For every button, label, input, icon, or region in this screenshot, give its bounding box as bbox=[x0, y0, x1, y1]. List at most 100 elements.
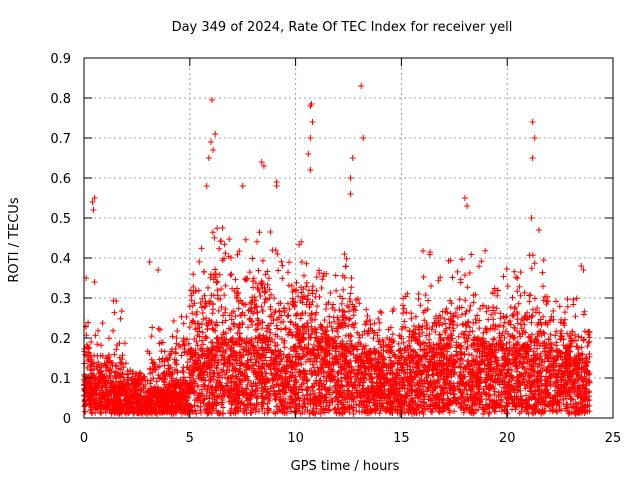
data-point bbox=[182, 379, 189, 385]
data-point bbox=[204, 326, 211, 333]
data-point bbox=[110, 297, 117, 304]
data-point bbox=[222, 282, 229, 289]
data-point bbox=[259, 307, 266, 314]
data-point bbox=[180, 335, 187, 342]
data-point bbox=[96, 394, 103, 401]
data-point bbox=[197, 300, 204, 306]
data-point bbox=[133, 398, 140, 405]
data-point bbox=[249, 255, 256, 262]
data-point bbox=[181, 342, 188, 349]
data-point bbox=[146, 350, 153, 357]
data-point bbox=[347, 315, 353, 322]
data-point bbox=[402, 324, 409, 331]
data-point bbox=[334, 328, 341, 335]
data-point bbox=[154, 410, 160, 417]
data-point bbox=[285, 300, 291, 307]
data-point bbox=[144, 410, 151, 417]
data-point bbox=[303, 279, 310, 286]
data-point bbox=[89, 399, 96, 406]
data-point bbox=[125, 397, 132, 404]
data-point bbox=[194, 342, 201, 349]
data-point bbox=[201, 304, 208, 311]
data-point bbox=[281, 344, 288, 351]
data-point bbox=[212, 266, 219, 273]
data-point bbox=[146, 409, 153, 416]
data-point bbox=[116, 340, 123, 347]
data-point bbox=[151, 366, 158, 373]
data-point bbox=[156, 375, 163, 382]
data-point bbox=[371, 320, 378, 327]
data-point bbox=[267, 229, 274, 235]
data-point bbox=[158, 348, 165, 354]
data-point bbox=[404, 290, 411, 297]
data-point bbox=[126, 408, 132, 415]
data-point bbox=[138, 409, 145, 416]
data-point bbox=[177, 408, 184, 415]
data-point bbox=[278, 326, 285, 333]
data-point bbox=[389, 331, 396, 338]
data-point bbox=[395, 340, 402, 347]
data-point bbox=[180, 320, 187, 327]
data-point bbox=[451, 408, 458, 415]
data-point bbox=[196, 258, 203, 265]
data-point bbox=[482, 247, 489, 254]
data-point bbox=[348, 275, 355, 281]
data-point bbox=[464, 284, 471, 291]
data-point bbox=[293, 279, 300, 286]
data-point bbox=[424, 324, 431, 331]
data-point bbox=[326, 313, 333, 320]
data-point bbox=[115, 409, 122, 416]
data-point bbox=[377, 308, 384, 315]
data-point bbox=[118, 359, 125, 366]
data-point bbox=[123, 390, 130, 397]
data-point bbox=[420, 274, 427, 281]
data-point bbox=[279, 275, 286, 282]
data-point bbox=[216, 245, 223, 252]
data-point bbox=[159, 404, 166, 411]
data-point bbox=[235, 305, 242, 312]
data-point bbox=[169, 375, 176, 382]
data-point bbox=[273, 403, 280, 410]
data-point bbox=[152, 361, 159, 368]
data-point bbox=[81, 381, 88, 388]
data-point bbox=[84, 364, 91, 371]
data-point bbox=[173, 376, 180, 383]
data-point bbox=[166, 352, 173, 359]
data-point bbox=[457, 276, 464, 283]
data-point bbox=[88, 404, 95, 411]
data-point bbox=[127, 367, 134, 374]
data-point bbox=[197, 407, 204, 414]
data-point bbox=[458, 256, 465, 263]
data-point bbox=[335, 333, 342, 340]
data-point bbox=[149, 394, 156, 401]
data-point bbox=[285, 269, 291, 276]
data-point bbox=[105, 388, 112, 395]
data-point bbox=[193, 338, 200, 345]
data-point bbox=[222, 250, 229, 257]
data-point bbox=[306, 287, 312, 294]
data-point bbox=[142, 382, 149, 388]
data-point bbox=[332, 272, 339, 279]
data-point bbox=[420, 247, 426, 254]
data-point bbox=[85, 319, 92, 326]
data-point bbox=[186, 303, 193, 310]
data-point bbox=[199, 295, 206, 302]
data-point bbox=[116, 390, 123, 397]
data-point bbox=[171, 380, 178, 387]
data-point bbox=[214, 225, 221, 232]
data-point bbox=[278, 258, 285, 265]
data-point bbox=[94, 385, 101, 392]
data-point bbox=[159, 339, 166, 346]
data-point bbox=[245, 307, 252, 314]
data-point bbox=[88, 370, 95, 377]
data-point bbox=[194, 308, 200, 315]
data-point bbox=[147, 380, 154, 387]
data-point bbox=[187, 403, 194, 409]
data-point bbox=[173, 335, 180, 341]
data-point bbox=[92, 376, 99, 383]
data-point bbox=[166, 365, 173, 372]
data-point bbox=[136, 369, 143, 376]
data-point bbox=[111, 309, 118, 316]
data-point bbox=[179, 368, 186, 374]
data-point bbox=[203, 315, 209, 322]
